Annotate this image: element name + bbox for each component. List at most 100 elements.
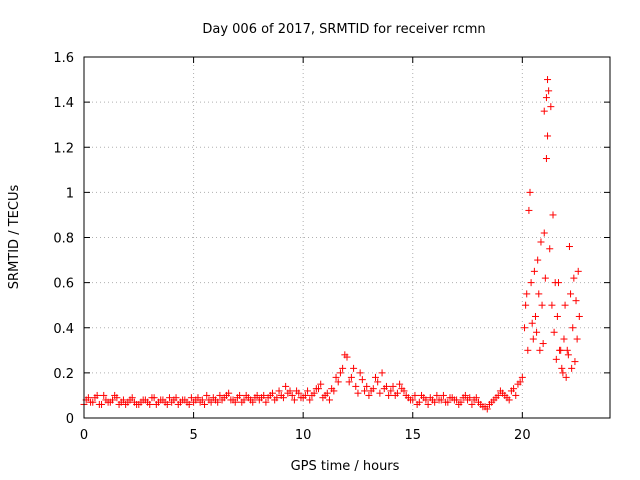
data-point: [144, 398, 152, 406]
y-tick-label: 0.6: [53, 277, 74, 292]
data-point: [407, 396, 415, 404]
data-point: [565, 243, 573, 251]
data-point: [528, 319, 536, 327]
data-point: [301, 391, 309, 399]
data-point: [361, 387, 369, 395]
data-point: [363, 382, 371, 390]
data-point: [494, 391, 502, 399]
data-point: [559, 369, 567, 377]
data-point: [420, 394, 428, 402]
data-point: [446, 394, 454, 402]
data-point: [531, 312, 539, 320]
data-point: [297, 394, 305, 402]
data-point: [525, 206, 533, 214]
data-point: [165, 394, 173, 402]
data-point: [122, 400, 130, 408]
data-point: [117, 398, 125, 406]
data-point: [371, 373, 379, 381]
data-point: [174, 400, 182, 408]
data-point: [187, 394, 195, 402]
data-point: [574, 267, 582, 275]
y-axis-label: SRMTID / TECUs: [7, 185, 22, 290]
data-point: [304, 387, 312, 395]
data-point: [564, 351, 572, 359]
data-point: [567, 290, 575, 298]
data-point: [339, 364, 347, 372]
data-point: [563, 346, 571, 354]
data-point: [433, 391, 441, 399]
y-tick-label: 0.2: [53, 367, 74, 382]
x-tick-label: 0: [80, 428, 88, 443]
data-point: [196, 398, 204, 406]
data-point: [557, 346, 565, 354]
data-point: [214, 398, 222, 406]
data-point: [227, 396, 235, 404]
data-point: [518, 373, 526, 381]
data-point: [341, 351, 349, 359]
data-point: [540, 229, 548, 237]
data-point: [126, 396, 134, 404]
data-point: [275, 387, 283, 395]
data-point: [310, 389, 318, 397]
data-point: [378, 369, 386, 377]
data-point: [450, 396, 458, 404]
data-point: [262, 398, 270, 406]
data-point: [424, 400, 432, 408]
data-point: [459, 394, 467, 402]
data-point: [507, 387, 515, 395]
data-point: [328, 385, 336, 393]
data-point: [544, 132, 552, 140]
x-tick-label: 5: [189, 428, 197, 443]
data-point: [380, 385, 388, 393]
data-point: [516, 378, 524, 386]
data-point: [553, 312, 561, 320]
data-point: [365, 391, 373, 399]
data-point: [216, 391, 224, 399]
data-point: [538, 301, 546, 309]
data-point: [512, 391, 520, 399]
data-point: [455, 400, 463, 408]
data-point: [135, 400, 143, 408]
data-point: [374, 378, 382, 386]
y-tick-label: 1.2: [53, 141, 74, 156]
data-point: [550, 328, 558, 336]
data-point: [468, 400, 476, 408]
data-point: [152, 400, 160, 408]
data-point: [558, 364, 566, 372]
y-tick-label: 0: [66, 412, 74, 427]
data-point: [352, 382, 360, 390]
data-point: [398, 385, 406, 393]
data-point: [503, 394, 511, 402]
data-point: [544, 76, 552, 84]
data-point: [91, 394, 99, 402]
data-point: [396, 380, 404, 388]
data-point: [317, 380, 325, 388]
data-point: [183, 398, 191, 406]
y-tick-label: 1: [66, 186, 74, 201]
data-point: [529, 335, 537, 343]
data-point: [385, 391, 393, 399]
data-point: [236, 391, 244, 399]
data-point: [157, 396, 165, 404]
data-point: [536, 346, 544, 354]
data-point: [306, 396, 314, 404]
data-point: [472, 394, 480, 402]
data-point: [323, 389, 331, 397]
data-point: [524, 346, 532, 354]
data-point: [354, 389, 362, 397]
x-axis-label: GPS time / hours: [291, 459, 400, 474]
data-point: [442, 398, 450, 406]
data-point: [541, 274, 549, 282]
data-point: [203, 391, 211, 399]
data-point: [367, 387, 375, 395]
data-point: [334, 378, 342, 386]
data-point: [526, 188, 534, 196]
data-point: [345, 378, 353, 386]
data-point: [485, 400, 493, 408]
y-tick-label: 1.4: [53, 96, 74, 111]
data-point: [530, 267, 538, 275]
data-point: [570, 274, 578, 282]
data-point: [258, 394, 266, 402]
axis-ticks: 0 5 10 15 20 0 0.2 0.4 0.6 0.8 1 1.2 1.4 1.6: [53, 51, 610, 443]
